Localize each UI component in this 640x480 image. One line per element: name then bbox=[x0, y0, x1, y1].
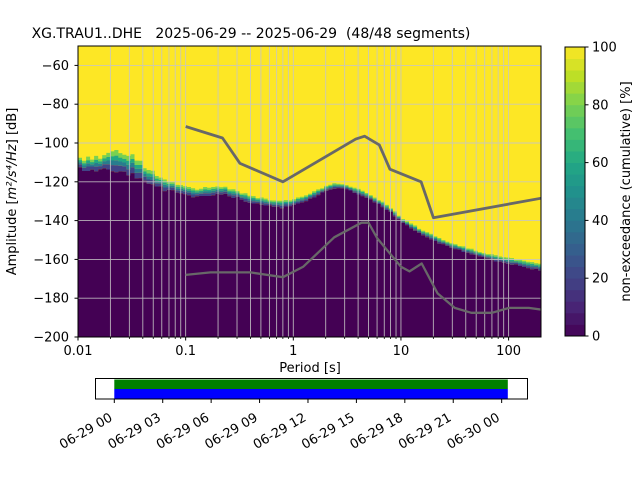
colorbar-step bbox=[565, 266, 585, 279]
colorbar-step bbox=[565, 47, 585, 59]
colorbar-step bbox=[565, 301, 585, 314]
colorbar-tick-label: 100 bbox=[592, 41, 617, 56]
ppsd-transition-band bbox=[78, 164, 541, 271]
timeline-tick-label: 06-29 21 bbox=[396, 410, 454, 452]
timeline-tick-label: 06-29 15 bbox=[299, 410, 357, 452]
y-tick-label: −160 bbox=[33, 253, 69, 268]
nhnm-noise-model-line bbox=[185, 125, 541, 220]
y-tick-label: −100 bbox=[33, 137, 69, 152]
y-tick-label: −60 bbox=[42, 59, 69, 74]
y-axis-label-math: m²/s⁴/Hz bbox=[5, 143, 20, 199]
plot-border bbox=[77, 45, 542, 338]
x-tick-label: 0.1 bbox=[175, 344, 196, 359]
y-axis-label: Amplitude [m²/s⁴/Hz] [dB] bbox=[5, 108, 20, 276]
colorbar-step bbox=[565, 58, 585, 71]
y-tick-label: −200 bbox=[33, 331, 69, 346]
axis-ticks bbox=[74, 64, 510, 341]
x-tick-label: 10 bbox=[393, 344, 410, 359]
nlnm-noise-model-line bbox=[185, 221, 541, 314]
timeline-tick-label: 06-29 09 bbox=[202, 410, 260, 452]
heatmap-low-region bbox=[78, 167, 541, 337]
colorbar-step bbox=[565, 162, 585, 175]
timeline-tick-label: 06-29 18 bbox=[348, 410, 406, 452]
colorbar-step bbox=[565, 197, 585, 210]
colorbar-step bbox=[565, 81, 585, 94]
y-tick-label: −140 bbox=[33, 214, 69, 229]
colorbar-border bbox=[564, 46, 586, 337]
timeline-coverage-bar bbox=[114, 379, 508, 389]
colorbar-step bbox=[565, 243, 585, 256]
y-tick-label: −80 bbox=[42, 98, 69, 113]
colorbar-step bbox=[565, 231, 585, 244]
colorbar-step bbox=[565, 127, 585, 140]
colorbar-label: non-exceedance (cumulative) [%] bbox=[619, 81, 634, 301]
colorbar-step bbox=[565, 93, 585, 106]
colorbar-step bbox=[565, 278, 585, 291]
colorbar-step bbox=[565, 139, 585, 152]
colorbar-step bbox=[565, 255, 585, 268]
colorbar-step bbox=[565, 151, 585, 163]
y-axis-label-suffix: ] [dB] bbox=[5, 108, 20, 145]
colorbar-tick-label: 20 bbox=[592, 272, 609, 287]
colorbar-tick-label: 80 bbox=[592, 98, 609, 113]
noise-models bbox=[185, 125, 541, 314]
colorbar-step bbox=[565, 70, 585, 83]
generated-plot-layer: 0.01 0.1 1 10 100 −60 −80 −100 −120 −140 −160 −180 −… bbox=[33, 41, 617, 453]
y-tick-label: −120 bbox=[33, 175, 69, 190]
colorbar-step bbox=[565, 174, 585, 187]
timeline-segments-bar bbox=[114, 389, 508, 399]
colorbar-step bbox=[565, 324, 585, 337]
colorbar-step bbox=[565, 312, 585, 325]
plot-title: XG.TRAU1..DHE 2025-06-29 -- 2025-06-29 (… bbox=[32, 26, 471, 42]
x-tick-label: 100 bbox=[496, 344, 521, 359]
colorbar-step bbox=[565, 104, 585, 117]
colorbar-step bbox=[565, 208, 585, 221]
timeline-tick-label: 06-30 00 bbox=[445, 410, 503, 452]
y-tick-label: −180 bbox=[33, 292, 69, 307]
timeline-tick-label: 06-29 00 bbox=[57, 410, 115, 452]
timeline-tick-label: 06-29 06 bbox=[154, 410, 212, 452]
colorbar-step bbox=[565, 116, 585, 129]
y-axis-label-prefix: Amplitude [ bbox=[5, 199, 20, 275]
colorbar-tick-label: 0 bbox=[592, 330, 600, 345]
colorbar-tick-label: 40 bbox=[592, 214, 609, 229]
colorbar: 0 20 40 60 80 100 bbox=[564, 41, 617, 345]
timeline-tick-label: 06-29 12 bbox=[251, 410, 309, 452]
timeline-tick-label: 06-29 03 bbox=[106, 410, 164, 452]
colorbar-step bbox=[565, 289, 585, 302]
x-tick-label: 1 bbox=[289, 344, 297, 359]
colorbar-step bbox=[565, 220, 585, 233]
grid-lines bbox=[78, 46, 541, 337]
colorbar-step bbox=[565, 185, 585, 198]
x-tick-label: 0.01 bbox=[64, 344, 93, 359]
ppsd-heatmap bbox=[78, 46, 541, 337]
x-axis-label: Period [s] bbox=[279, 361, 341, 376]
colorbar-tick-label: 60 bbox=[592, 156, 609, 171]
